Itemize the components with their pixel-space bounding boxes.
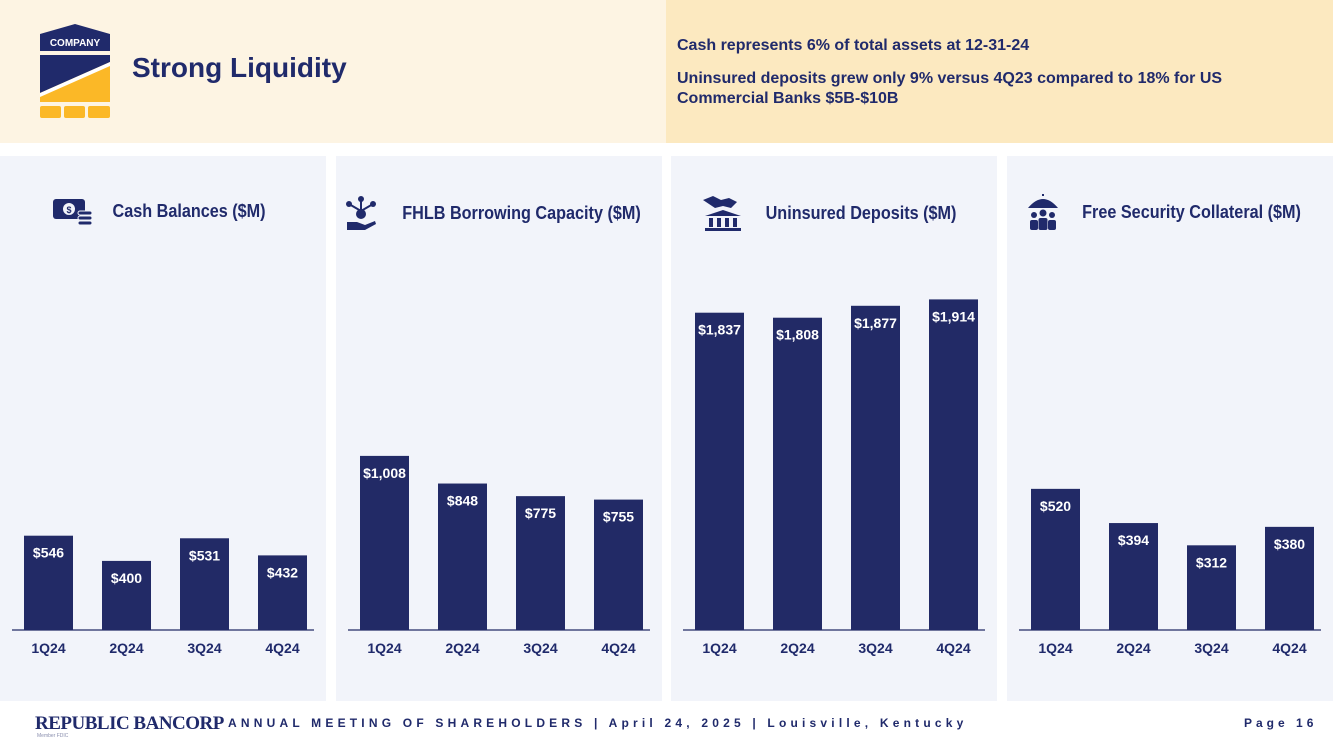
x-tick-label: 3Q24 <box>523 640 557 656</box>
bar-4q24 <box>1265 526 1314 630</box>
umbrella-people-icon <box>1028 194 1059 230</box>
panel-title-text: Cash Balances ($M) <box>112 200 266 221</box>
bar-value-label: $1,914 <box>932 308 975 324</box>
panel-title-text: FHLB Borrowing Capacity ($M) <box>402 202 642 223</box>
x-tick-label: 4Q24 <box>601 640 635 656</box>
header-left-band <box>0 0 666 143</box>
logo-text: COMPANY <box>50 38 101 49</box>
panel-title-cash: $ Cash Balances ($M) <box>0 196 326 226</box>
bullet-cash-assets: Cash represents 6% of total assets at 12… <box>677 37 1030 54</box>
company-logo: COMPANY <box>40 24 110 118</box>
bar-1q24 <box>24 535 73 630</box>
bar-4q24 <box>929 299 978 630</box>
page-title: Strong Liquidity <box>132 52 347 83</box>
bar-3q24 <box>851 305 900 630</box>
bar-3q24 <box>180 538 229 630</box>
hand-network-icon <box>346 196 377 230</box>
x-tick-label: 4Q24 <box>265 640 299 656</box>
bar-value-label: $755 <box>603 509 634 525</box>
bar-value-label: $531 <box>189 547 220 563</box>
bank-handshake-icon <box>702 196 741 231</box>
bar-2q24 <box>1109 523 1158 630</box>
panel-title-fhlb: FHLB Borrowing Capacity ($M) <box>336 194 662 232</box>
x-tick-label: 1Q24 <box>1038 640 1072 656</box>
x-tick-label: 1Q24 <box>31 640 65 656</box>
panel-title-uninsured: Uninsured Deposits ($M) <box>671 194 997 232</box>
bar-value-label: $1,877 <box>854 315 897 331</box>
x-tick-label: 4Q24 <box>936 640 970 656</box>
bar-2q24 <box>773 317 822 630</box>
bar-4q24 <box>258 555 307 630</box>
bar-2q24 <box>102 560 151 630</box>
bar-value-label: $380 <box>1274 536 1305 552</box>
header-right-band <box>666 0 1333 143</box>
x-tick-label: 2Q24 <box>1116 640 1150 656</box>
x-tick-label: 2Q24 <box>109 640 143 656</box>
bar-value-label: $432 <box>267 564 298 580</box>
bar-1q24 <box>360 455 409 630</box>
bar-value-label: $775 <box>525 505 556 521</box>
cash-icon: $ <box>52 199 93 226</box>
bar-value-label: $394 <box>1118 532 1149 548</box>
x-tick-label: 3Q24 <box>187 640 221 656</box>
footer-brand-logo: REPUBLIC BANCORP <box>35 713 224 734</box>
bar-value-label: $546 <box>33 545 64 561</box>
bar-value-label: $1,008 <box>363 465 406 481</box>
x-tick-label: 1Q24 <box>702 640 736 656</box>
footer-brand-sub: Member FDIC <box>37 733 69 739</box>
bar-value-label: $520 <box>1040 498 1071 514</box>
bar-3q24 <box>1187 545 1236 630</box>
bar-1q24 <box>1031 488 1080 630</box>
x-tick-label: 3Q24 <box>858 640 892 656</box>
bar-value-label: $312 <box>1196 554 1227 570</box>
footer-page-number: Page 16 <box>1244 716 1318 730</box>
bar-4q24 <box>594 499 643 630</box>
svg-text:$: $ <box>66 205 71 215</box>
x-tick-label: 3Q24 <box>1194 640 1228 656</box>
panel-title-text: Uninsured Deposits ($M) <box>765 202 957 223</box>
bar-3q24 <box>516 496 565 630</box>
bar-2q24 <box>438 483 487 630</box>
x-tick-label: 1Q24 <box>367 640 401 656</box>
bar-value-label: $1,808 <box>776 327 819 343</box>
panel-title-collateral: Free Security Collateral ($M) <box>1007 192 1333 232</box>
x-tick-label: 2Q24 <box>780 640 814 656</box>
bar-1q24 <box>695 312 744 630</box>
bar-value-label: $400 <box>111 570 142 586</box>
panel-title-text: Free Security Collateral ($M) <box>1082 201 1302 222</box>
bar-value-label: $848 <box>447 493 478 509</box>
bullet-uninsured-deposits: Uninsured deposits grew only 9% versus 4… <box>677 70 1223 107</box>
x-tick-label: 2Q24 <box>445 640 479 656</box>
footer-meeting-info: ANNUAL MEETING OF SHAREHOLDERS | April 2… <box>228 716 968 730</box>
x-tick-label: 4Q24 <box>1272 640 1306 656</box>
bar-value-label: $1,837 <box>698 322 741 338</box>
